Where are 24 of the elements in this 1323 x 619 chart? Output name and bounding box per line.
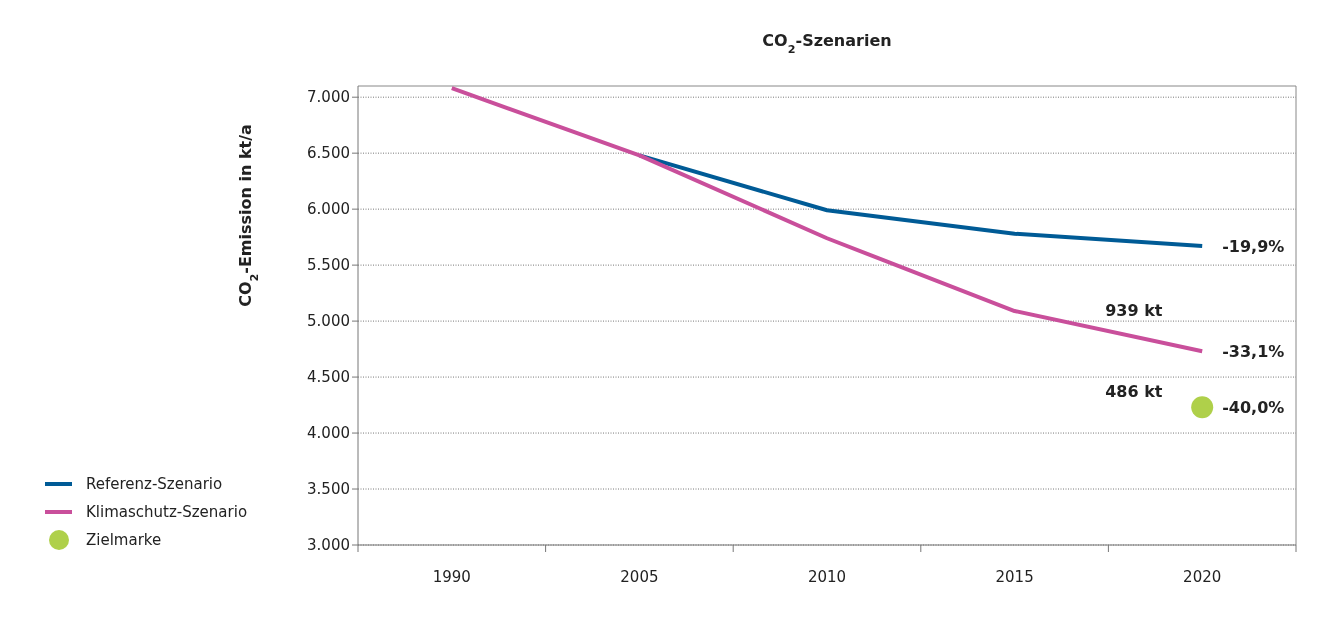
x-tick-label: 1990 [432,568,471,586]
annotation: 939 kt [1105,301,1163,321]
y-tick-label: 4.500 [307,368,350,387]
annotation: -40,0% [1222,397,1285,417]
x-tick-label: 2005 [620,568,659,586]
annotation: 486 kt [1105,381,1163,401]
x-tick-label: 2015 [995,568,1034,586]
x-tick-label: 2020 [1183,568,1222,586]
annotation: -19,9% [1222,236,1285,256]
y-tick-label: 6.000 [307,200,350,219]
x-tick-label: 2010 [807,568,847,586]
y-tick-label: 6.500 [307,144,350,163]
annotation: -33,1% [1222,341,1285,361]
y-tick-label: 4.000 [307,424,350,443]
y-tick-label: 5.000 [307,312,350,331]
line-series [449,86,1205,354]
y-tick-label: 3.500 [307,480,350,499]
chart-title: CO$_{2}$-Szenarien [762,31,892,56]
legend-label: Referenz-Szenario [86,475,223,494]
legend-label: Zielmarke [86,531,162,550]
legend-label: Klimaschutz-Szenario [86,503,248,522]
y-tick-label: 3.000 [307,536,350,555]
y-tick-label: 7.000 [307,88,350,107]
y-tick-label: 5.500 [307,256,350,275]
